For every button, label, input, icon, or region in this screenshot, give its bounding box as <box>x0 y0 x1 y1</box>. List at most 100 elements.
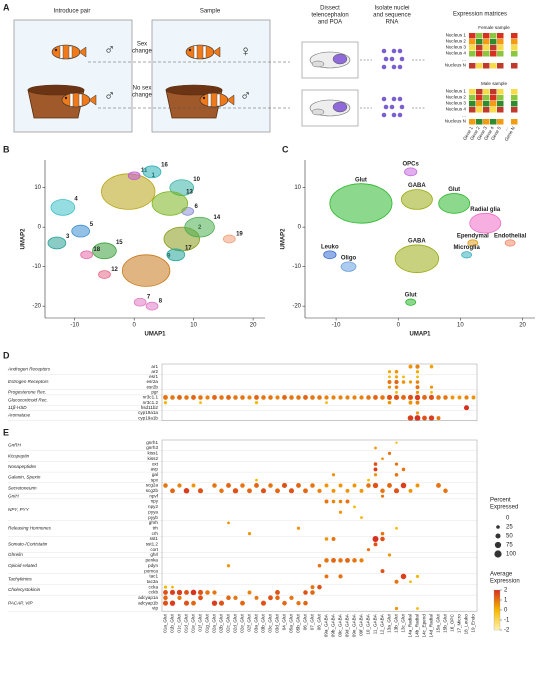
dot <box>401 395 406 400</box>
gene-label: oxt <box>152 461 159 466</box>
column-label: 01b_Glut <box>170 613 175 632</box>
column-label: 13b_Glut <box>394 613 399 632</box>
dot <box>317 563 322 568</box>
dot <box>268 595 273 601</box>
step-title: Sample <box>200 9 221 15</box>
nucleus-dot <box>391 96 397 102</box>
group-label: Cholecystokinin <box>8 587 41 592</box>
cluster-label: 16 <box>161 163 168 169</box>
dot <box>395 526 398 530</box>
dot <box>275 590 280 595</box>
dot <box>255 478 258 482</box>
dot <box>281 482 288 489</box>
dot <box>408 488 413 493</box>
dot <box>169 589 176 596</box>
dot <box>352 483 357 488</box>
cluster-label: 19 <box>236 231 243 237</box>
gene-label: adcyap1b <box>138 600 158 605</box>
gene-label: sst1.2 <box>146 542 159 547</box>
column-label: 01c_Glut <box>177 613 182 632</box>
dot <box>352 395 357 400</box>
heat-cell <box>490 63 497 69</box>
dot <box>317 488 322 493</box>
gene-label: cckb <box>149 590 159 595</box>
dot <box>296 395 301 400</box>
cluster <box>71 224 90 238</box>
arrow-label: No sex <box>133 86 152 92</box>
gene-label: pdyn <box>148 563 158 568</box>
panel-label: E <box>3 427 9 437</box>
gene-label: esr1 <box>149 374 158 379</box>
cluster <box>222 234 236 244</box>
gene-label: ghrl <box>150 552 158 557</box>
heat-cell <box>497 95 504 101</box>
dot <box>380 536 385 542</box>
column-label: 03a_Glut <box>254 613 259 632</box>
gene-label: penka <box>145 558 158 563</box>
dot <box>197 589 204 596</box>
gene-label: scg2a <box>146 483 159 488</box>
group-label: Galanin, Spexin <box>8 475 41 480</box>
dot <box>387 380 392 384</box>
dot <box>260 488 267 494</box>
brain <box>309 51 351 69</box>
cluster-label: 4 <box>74 197 78 203</box>
sex-symbol: ♂ <box>104 87 115 104</box>
dot <box>268 483 273 488</box>
dot <box>303 590 308 595</box>
dot <box>373 395 378 400</box>
dot <box>247 532 252 536</box>
dot <box>324 574 329 579</box>
dot <box>338 483 343 488</box>
dot <box>324 483 329 488</box>
column-label: 01d_Glut <box>184 613 189 632</box>
dot <box>170 395 175 400</box>
sex-symbol: ♀ <box>240 43 251 60</box>
gene-label: avp <box>151 467 159 472</box>
legend-dot <box>494 550 502 558</box>
cluster <box>145 301 159 311</box>
dot <box>254 595 259 600</box>
dot <box>254 395 259 400</box>
dot <box>247 590 252 595</box>
dot <box>212 590 217 595</box>
x-tick-label: 10 <box>457 323 464 329</box>
gene-label: ... <box>503 126 509 132</box>
heat-cell <box>469 33 476 39</box>
dot <box>260 600 267 606</box>
dot <box>409 580 412 584</box>
cluster-label: OPCs <box>403 161 420 167</box>
dot <box>415 380 420 384</box>
dot <box>226 564 231 568</box>
group-label: NPY, PYY <box>8 507 30 512</box>
nucleus-dot <box>381 64 387 70</box>
cluster <box>329 183 393 224</box>
legend-label: 0 <box>506 516 510 522</box>
gene-label: trh <box>153 525 159 530</box>
heat-cell <box>469 95 476 101</box>
heat-cell <box>483 39 490 45</box>
cluster <box>166 248 186 262</box>
gene-label: ar1 <box>151 364 158 369</box>
nucleus-dot <box>397 112 403 118</box>
dot <box>374 446 377 450</box>
dot <box>372 482 379 489</box>
dot <box>331 473 336 477</box>
dot <box>373 462 378 466</box>
legend-label: 75 <box>506 543 513 549</box>
panel-label: C <box>282 144 289 154</box>
heat-cell <box>511 101 518 107</box>
dot <box>296 526 301 530</box>
group-label: 11β-HSD <box>8 405 27 410</box>
heat-cell <box>476 89 483 95</box>
x-tick-label: -10 <box>332 323 341 329</box>
heat-cell <box>511 63 518 69</box>
heat-cell <box>469 45 476 51</box>
dot <box>394 369 399 374</box>
dot <box>282 600 287 606</box>
dot <box>288 488 295 494</box>
cluster <box>121 254 171 287</box>
dot <box>205 395 210 400</box>
cluster-label: Radial glia <box>470 207 501 213</box>
gene-label: spx <box>151 477 159 482</box>
